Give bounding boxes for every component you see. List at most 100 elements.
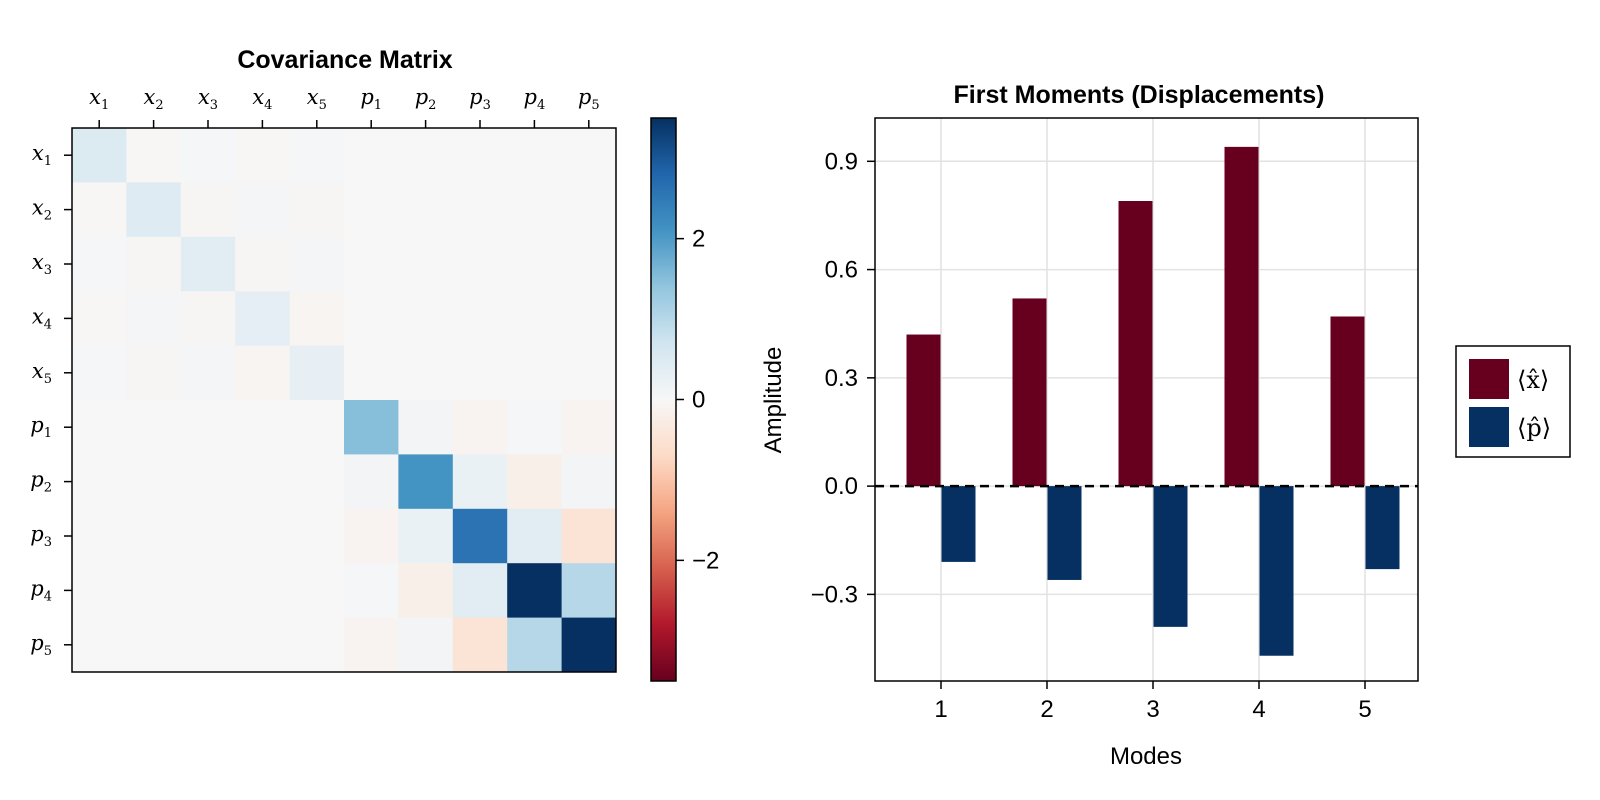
heatmap-y-tick-label: x1 [32,141,52,169]
heatmap-cell [507,563,563,619]
x-tick-label: 3 [1146,696,1159,723]
heatmap-x-tick-label: p3 [469,85,491,113]
heatmap-cell [180,400,236,455]
y-axis-label: Amplitude [760,347,787,454]
legend-label-p: ⟨p̂⟩ [1517,414,1551,442]
heatmap-cell [452,345,508,401]
heatmap-x-tick-label: p5 [578,85,600,113]
heatmap-y-tick-label: x5 [32,359,52,387]
heatmap-cell [235,508,291,564]
bar-chart-bars [906,146,1400,656]
heatmap-cell [72,291,127,347]
heatmap-cell [344,400,399,455]
heatmap-cell [561,128,617,183]
heatmap-cell [180,182,236,238]
heatmap-cell [180,454,236,510]
legend: ⟨x̂⟩ ⟨p̂⟩ [1455,345,1571,458]
heatmap-cell [344,563,399,619]
legend-swatch-x [1469,359,1509,399]
heatmap-cell [344,617,399,673]
colorbar-tick-label: 0 [692,387,705,414]
heatmap-cell [452,508,508,564]
heatmap-cell [289,617,345,673]
heatmap-y-tick-label: p1 [30,413,52,441]
heatmap-cell [72,400,127,455]
x-tick-label: 2 [1040,696,1053,723]
heatmap-cell [561,345,617,401]
heatmap-y-tick-label: p2 [30,468,52,496]
heatmap-x-tick-label: x2 [144,85,164,113]
bar-p-mode-3 [1153,486,1188,627]
heatmap-x-ticks: x1 x2 x3 x4 x5 p1 p2 p3 p4 p5 [89,85,600,128]
bar-chart-frame [874,117,1419,682]
heatmap-cell [507,345,563,401]
bar-p-mode-1 [941,486,976,562]
heatmap-cell [344,508,399,564]
heatmap-y-tick-label: p4 [30,576,52,604]
heatmap-cell [398,236,454,292]
heatmap-cell [235,345,291,401]
heatmap-cell [398,345,454,401]
heatmap-cell [72,617,127,673]
heatmap-cell [398,454,454,510]
heatmap-cell [344,345,399,401]
heatmap-cell [72,236,127,292]
heatmap-cell [344,182,399,238]
heatmap-y-tick-label: x4 [32,304,52,332]
x-tick-label: 1 [934,696,947,723]
bar-chart-y-ticks: −0.3 0.0 0.3 0.6 0.9 [811,148,875,608]
heatmap-cell [398,128,454,183]
heatmap-cell [126,128,182,183]
heatmap-cell [398,617,454,673]
heatmap-cell [126,508,182,564]
heatmap-cell [398,563,454,619]
heatmap-cell [452,563,508,619]
heatmap-cell [561,563,617,619]
x-axis-label: Modes [1110,743,1182,770]
heatmap-cell [235,617,291,673]
heatmap-cell [507,454,563,510]
y-tick-label: 0.0 [825,473,858,500]
heatmap-cell [398,400,454,455]
heatmap-cell [72,182,127,238]
heatmap-cell [344,291,399,347]
heatmap-cell [561,508,617,564]
heatmap-cell [398,508,454,564]
heatmap-cell [126,454,182,510]
heatmap-cell [126,236,182,292]
heatmap-x-tick-label: p4 [524,85,546,113]
heatmap-cell [180,291,236,347]
heatmap-cell [344,454,399,510]
heatmap-cell [180,236,236,292]
heatmap-x-tick-label: x3 [198,85,218,113]
heatmap-cell [507,128,563,183]
heatmap-cell [72,345,127,401]
heatmap-x-tick-label: x5 [307,85,327,113]
heatmap-cell [72,128,127,183]
heatmap-cell [235,291,291,347]
heatmap-cell [289,182,345,238]
heatmap-cell [235,128,291,183]
heatmap-y-tick-label: x2 [32,196,52,224]
colorbar-gradient [650,117,677,682]
bar-p-mode-4 [1259,486,1294,656]
heatmap-cells [72,128,617,673]
heatmap-x-tick-label: x4 [252,85,272,113]
colorbar-tick-label: 2 [692,226,705,253]
heatmap-cell [289,236,345,292]
heatmap-cell [507,291,563,347]
covariance-heatmap-panel: Covariance Matrix x1 x2 x3 x4 x5 p1 p2 p3 p4 p5 x… [30,46,617,673]
heatmap-cell [561,617,617,673]
heatmap-y-tick-label: p3 [30,522,52,550]
heatmap-cell [126,400,182,455]
legend-label-x: ⟨x̂⟩ [1517,366,1549,394]
heatmap-cell [507,508,563,564]
heatmap-cell [289,454,345,510]
colorbar-tick-label: −2 [692,547,719,574]
heatmap-cell [289,291,345,347]
y-tick-label: 0.9 [825,148,858,175]
y-tick-label: 0.3 [825,365,858,392]
heatmap-title: Covariance Matrix [237,46,452,74]
x-tick-label: 4 [1252,696,1265,723]
